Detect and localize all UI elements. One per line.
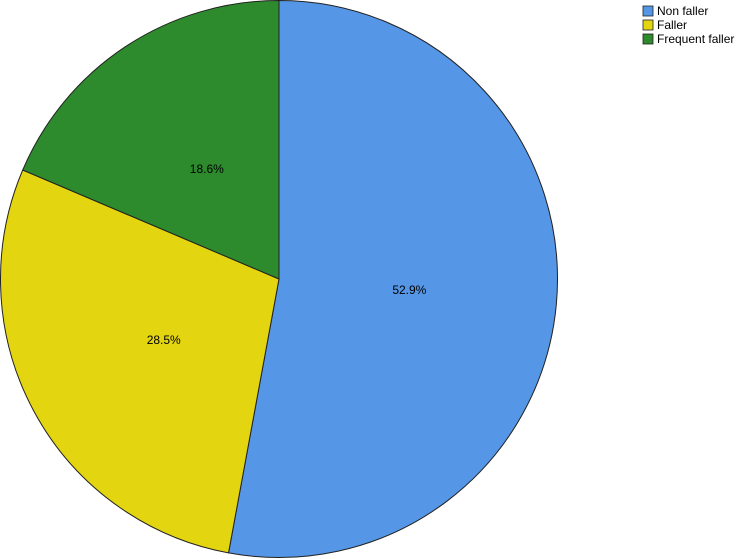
slice-label: 18.6% (190, 162, 224, 176)
slice-label: 28.5% (147, 333, 181, 347)
legend-swatch (642, 5, 654, 17)
legend-label: Non faller (657, 4, 708, 18)
legend-label: Faller (657, 18, 687, 32)
legend-swatch (642, 19, 654, 31)
pie-slice (0, 169, 280, 554)
legend-swatch (642, 33, 654, 45)
pie-slice (22, 0, 280, 280)
legend-label: Frequent faller (657, 32, 734, 46)
slice-label: 52.9% (392, 283, 426, 297)
pie-slice (227, 0, 558, 558)
